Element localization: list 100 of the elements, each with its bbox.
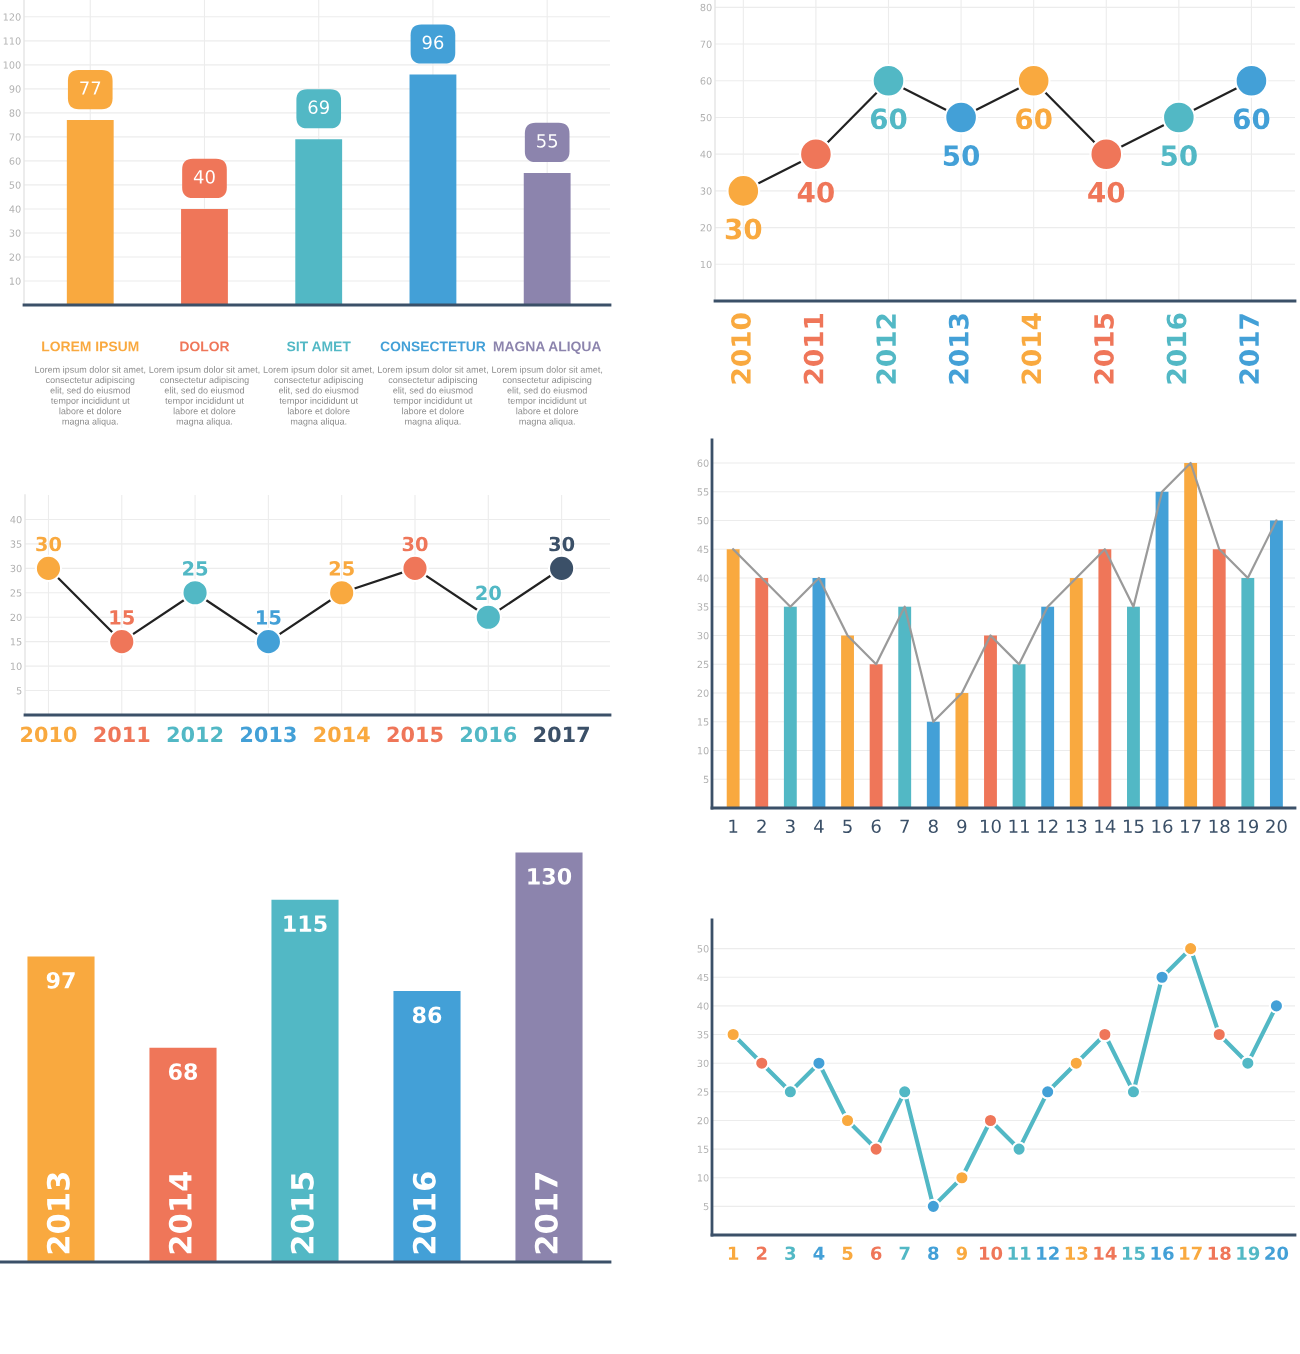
bar xyxy=(1241,578,1255,808)
x-tick-label: 2015 xyxy=(290,1172,314,1254)
bar xyxy=(869,664,883,808)
x-tick-label: 2011 xyxy=(94,726,150,743)
x-tick-label: 6 xyxy=(870,1246,882,1261)
data-label: 69 xyxy=(308,100,329,115)
data-label: 15 xyxy=(257,610,281,625)
bar xyxy=(181,208,228,305)
x-tick-label: MAGNA ALIQUA xyxy=(493,341,602,354)
bar xyxy=(1041,606,1055,808)
y-tick-label: 20 xyxy=(10,613,22,622)
x-tick-label: 2016 xyxy=(412,1172,436,1254)
x-tick-label: 17 xyxy=(1181,819,1201,833)
x-tick-label: 2013 xyxy=(241,726,296,743)
y-tick-label: 60 xyxy=(9,157,21,165)
y-tick-label: 40 xyxy=(697,1002,709,1010)
y-tick-label: 40 xyxy=(9,205,21,213)
x-tick-label: 9 xyxy=(957,819,967,834)
x-tick-label: 2016 xyxy=(1166,313,1187,384)
x-tick-label: DOLOR xyxy=(180,341,230,352)
bar xyxy=(755,578,769,808)
x-tick-label: 7 xyxy=(900,819,909,833)
text: Lorem ipsum dolor sit amet, consectetur adipiscing elit, sed do eiusmod tempor incididunt ut labore et dolore magna aliqua. xyxy=(492,366,603,427)
y-tick-label: 10 xyxy=(700,260,712,269)
y-tick-label: 100 xyxy=(3,61,21,69)
data-label: 25 xyxy=(329,561,354,576)
x-tick-label: 14 xyxy=(1095,819,1116,833)
data-label: 30 xyxy=(549,536,575,552)
x-tick-label: 2014 xyxy=(314,726,370,743)
x-tick-label: 2015 xyxy=(1093,313,1114,384)
x-tick-label: 2012 xyxy=(167,726,223,743)
x-tick-label: 18 xyxy=(1209,819,1230,834)
x-tick-label: 12 xyxy=(1037,1246,1059,1260)
data-label: 130 xyxy=(528,867,572,885)
x-tick-label: LOREM IPSUM xyxy=(42,341,139,352)
y-tick-label: 10 xyxy=(10,662,22,670)
x-tick-label: 13 xyxy=(1066,819,1087,834)
y-tick-label: 40 xyxy=(700,150,712,158)
x-tick-label: 7 xyxy=(899,1246,910,1260)
bar xyxy=(955,693,969,808)
data-label: 68 xyxy=(168,1063,198,1081)
data-label: 77 xyxy=(80,81,101,95)
y-tick-label: 120 xyxy=(3,13,21,21)
y-tick-label: 40 xyxy=(10,515,22,524)
x-tick-label: 20 xyxy=(1266,819,1287,834)
x-tick-label: 4 xyxy=(813,1246,825,1260)
y-tick-label: 20 xyxy=(700,224,712,232)
x-tick-label: 16 xyxy=(1151,1246,1174,1261)
data-label: 50 xyxy=(1161,145,1197,167)
bar xyxy=(726,549,740,808)
x-tick-label: CONSECTETUR xyxy=(380,341,486,352)
bar xyxy=(1184,463,1198,808)
bar xyxy=(1269,520,1283,808)
y-tick-label: 30 xyxy=(700,187,712,195)
bar xyxy=(1069,578,1083,808)
bar xyxy=(898,606,912,808)
data-label: 30 xyxy=(36,536,62,552)
y-tick-label: 10 xyxy=(9,277,21,285)
bar xyxy=(783,606,797,808)
bar xyxy=(1212,549,1226,808)
x-tick-label: 13 xyxy=(1065,1246,1088,1261)
data-label: 60 xyxy=(1233,108,1270,130)
data-label: 86 xyxy=(412,1006,442,1024)
x-tick-label: 2016 xyxy=(460,726,517,743)
x-tick-label: SIT AMET xyxy=(286,341,351,352)
x-tick-label: 12 xyxy=(1038,819,1058,833)
y-tick-label: 10 xyxy=(697,746,709,755)
y-tick-label: 60 xyxy=(700,77,712,85)
x-tick-label: 6 xyxy=(871,819,881,834)
x-tick-label: 9 xyxy=(956,1246,968,1261)
y-tick-label: 25 xyxy=(697,660,709,669)
x-tick-label: 20 xyxy=(1265,1246,1289,1261)
x-tick-label: 14 xyxy=(1094,1246,1117,1260)
line-series xyxy=(732,461,1278,723)
bar xyxy=(409,74,457,305)
x-tick-label: 11 xyxy=(1008,1246,1031,1260)
bar xyxy=(812,578,826,808)
data-label: 40 xyxy=(1088,181,1125,203)
y-tick-label: 70 xyxy=(700,40,712,48)
data-label: 96 xyxy=(422,35,444,50)
y-tick-label: 30 xyxy=(9,229,21,237)
bar xyxy=(271,899,339,1262)
y-tick-label: 5 xyxy=(703,1202,709,1211)
y-tick-label: 30 xyxy=(697,1059,709,1068)
bar xyxy=(841,635,854,808)
x-tick-label: 18 xyxy=(1208,1246,1231,1261)
data-label: 50 xyxy=(943,145,980,167)
y-tick-label: 80 xyxy=(9,109,21,117)
y-tick-label: 5 xyxy=(703,775,709,784)
x-tick-label: 2014 xyxy=(168,1172,192,1254)
x-tick-label: 15 xyxy=(1122,1246,1145,1261)
y-tick-label: 40 xyxy=(697,574,709,582)
data-label: 30 xyxy=(402,536,428,552)
y-tick-label: 60 xyxy=(697,459,709,467)
y-tick-label: 25 xyxy=(10,589,22,597)
data-label: 40 xyxy=(193,170,215,184)
bar xyxy=(926,721,940,808)
data-label: 97 xyxy=(46,971,75,989)
y-tick-label: 80 xyxy=(700,3,712,12)
x-tick-label: 5 xyxy=(842,1246,853,1261)
